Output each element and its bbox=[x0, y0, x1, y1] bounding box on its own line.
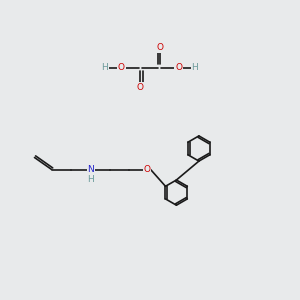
Text: O: O bbox=[137, 82, 144, 91]
Text: O: O bbox=[118, 63, 125, 72]
Text: H: H bbox=[102, 63, 108, 72]
Text: O: O bbox=[175, 63, 182, 72]
Text: N: N bbox=[87, 165, 94, 174]
Text: H: H bbox=[87, 175, 94, 184]
Text: O: O bbox=[156, 44, 163, 52]
Text: O: O bbox=[143, 165, 151, 174]
Text: H: H bbox=[192, 63, 198, 72]
